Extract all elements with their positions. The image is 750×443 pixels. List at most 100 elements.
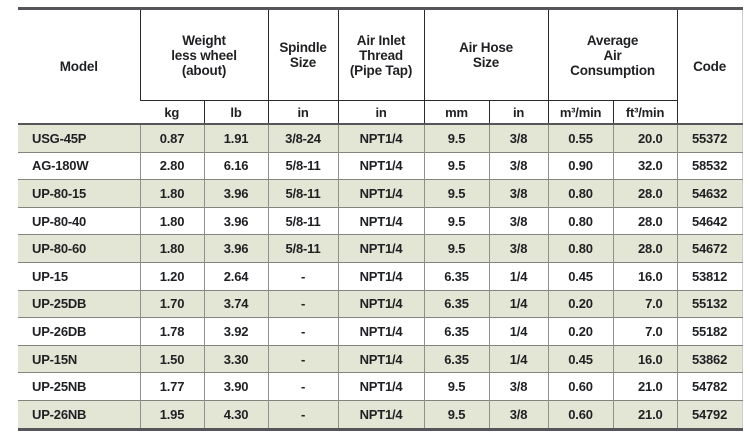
table-row: UP-25NB 1.77 3.90- NPT1/4 9.5 3/8 0.60 21.0 5478… [18,372,743,401]
lb-cell: 3.96 [203,179,269,208]
lb-cell: 3.96 [203,206,269,235]
code-cell: 54792 [676,399,743,430]
kg-cell: 1.80 [139,179,204,208]
ft3-min-cell: 28.0 [612,179,678,208]
ft3-min-cell: 16.0 [612,344,678,373]
ft3-min-cell: 7.0 [612,289,678,318]
model-cell: UP-80-60 [18,234,140,263]
spec-table: Model Weight less wheel (about) Spindle … [18,7,743,431]
header-group-row: Model Weight less wheel (about) Spindle … [18,8,743,125]
unit-hose-in: in [488,100,549,125]
ft3-min-cell: 28.0 [612,206,678,235]
code-cell: 53862 [676,344,743,373]
spindle-in-cell: 5/8-11 [267,179,339,208]
m3-min-cell: 0.45 [547,261,614,291]
header-air-inlet-group: Air Inlet Thread (Pipe Tap) [337,8,425,101]
m3-min-cell: 0.90 [547,151,614,180]
m3-min-cell: 0.60 [547,372,614,401]
kg-cell: 0.87 [139,123,204,153]
lb-cell: 4.30 [203,399,269,430]
unit-ft3-min: ft³/min [612,100,678,125]
model-cell: UP-26DB [18,317,140,346]
inlet-in-cell: NPT1/4 [337,179,425,208]
code-cell: 54782 [676,372,743,401]
inlet-in-cell: NPT1/4 [337,399,425,430]
table-row: UP-80-40 1.80 3.96 5/8-11 NPT1/4 9.5 3/8 0.80 28… [18,206,743,235]
inlet-in-cell: NPT1/4 [337,289,425,318]
hose-mm-cell: 9.5 [423,179,490,208]
inlet-in-cell: NPT1/4 [337,206,425,235]
code-cell: 55372 [676,123,743,153]
unit-hose-mm: mm [423,100,490,125]
spindle-in-cell: 5/8-11 [267,206,339,235]
table-row: UP-25DB 1.70 3.74- NPT1/4 6.35 1/4 0.20 7.0 5513… [18,289,743,318]
code-cell: 55132 [676,289,743,318]
unit-inlet-in: in [337,100,425,125]
lb-cell: 3.92 [203,317,269,346]
model-cell: USG-45P [18,123,140,153]
model-cell: UP-25NB [18,372,140,401]
table-row: UP-26NB 1.95 4.30- NPT1/4 9.5 3/8 0.60 21.0 5479… [18,399,743,430]
model-cell: UP-80-15 [18,179,140,208]
hose-mm-cell: 9.5 [423,151,490,180]
spindle-in-cell: - [267,399,339,430]
kg-cell: 1.95 [139,399,204,430]
hose-in-cell: 3/8 [488,206,549,235]
unit-spindle-in: in [267,100,339,125]
header-weight-group: Weight less wheel (about) [139,8,269,101]
inlet-in-cell: NPT1/4 [337,234,425,263]
inlet-in-cell: NPT1/4 [337,261,425,291]
ft3-min-cell: 20.0 [612,123,678,153]
table-row: UP-26DB 1.78 3.92- NPT1/4 6.35 1/4 0.20 7.0 5518… [18,317,743,346]
hose-in-cell: 3/8 [488,151,549,180]
lb-cell: 6.16 [203,151,269,180]
hose-in-cell: 3/8 [488,123,549,153]
kg-cell: 1.78 [139,317,204,346]
header-spindle-group: Spindle Size [267,8,339,101]
table-row: UP-15 1.20 2.64- NPT1/4 6.35 1/4 0.45 16.0 53812 [18,261,743,291]
spindle-in-cell: 5/8-11 [267,234,339,263]
spec-table-body: USG-45P 0.87 1.91 3/8-24 NPT1/4 9.5 3/8 0.55 20.… [18,123,743,430]
m3-min-cell: 0.20 [547,317,614,346]
model-cell: AG-180W [18,151,140,180]
code-cell: 53812 [676,261,743,291]
unit-lb: lb [203,100,269,125]
header-air-hose-group: Air Hose Size [423,8,549,101]
ft3-min-cell: 16.0 [612,261,678,291]
m3-min-cell: 0.45 [547,344,614,373]
unit-kg: kg [140,100,204,125]
inlet-in-cell: NPT1/4 [337,372,425,401]
model-cell: UP-15N [18,344,140,373]
hose-in-cell: 3/8 [488,399,549,430]
hose-mm-cell: 9.5 [423,206,490,235]
hose-in-cell: 1/4 [488,289,549,318]
code-cell: 58532 [676,151,743,180]
inlet-in-cell: NPT1/4 [337,317,425,346]
kg-cell: 1.20 [139,261,204,291]
inlet-in-cell: NPT1/4 [337,151,425,180]
m3-min-cell: 0.55 [547,123,614,153]
hose-mm-cell: 9.5 [423,372,490,401]
m3-min-cell: 0.80 [547,179,614,208]
code-cell: 55182 [676,317,743,346]
inlet-in-cell: NPT1/4 [337,123,425,153]
hose-in-cell: 1/4 [488,261,549,291]
m3-min-cell: 0.60 [547,399,614,430]
kg-cell: 1.80 [139,206,204,235]
lb-cell: 1.91 [203,123,269,153]
model-cell: UP-80-40 [18,206,140,235]
ft3-min-cell: 28.0 [612,234,678,263]
hose-mm-cell: 6.35 [423,344,490,373]
spindle-in-cell: 5/8-11 [267,151,339,180]
lb-cell: 3.90 [203,372,269,401]
lb-cell: 2.64 [203,261,269,291]
ft3-min-cell: 21.0 [612,399,678,430]
spindle-in-cell: - [267,261,339,291]
code-cell: 54642 [676,206,743,235]
code-cell: 54672 [676,234,743,263]
hose-in-cell: 1/4 [488,317,549,346]
hose-in-cell: 3/8 [488,179,549,208]
model-cell: UP-25DB [18,289,140,318]
spindle-in-cell: - [267,289,339,318]
